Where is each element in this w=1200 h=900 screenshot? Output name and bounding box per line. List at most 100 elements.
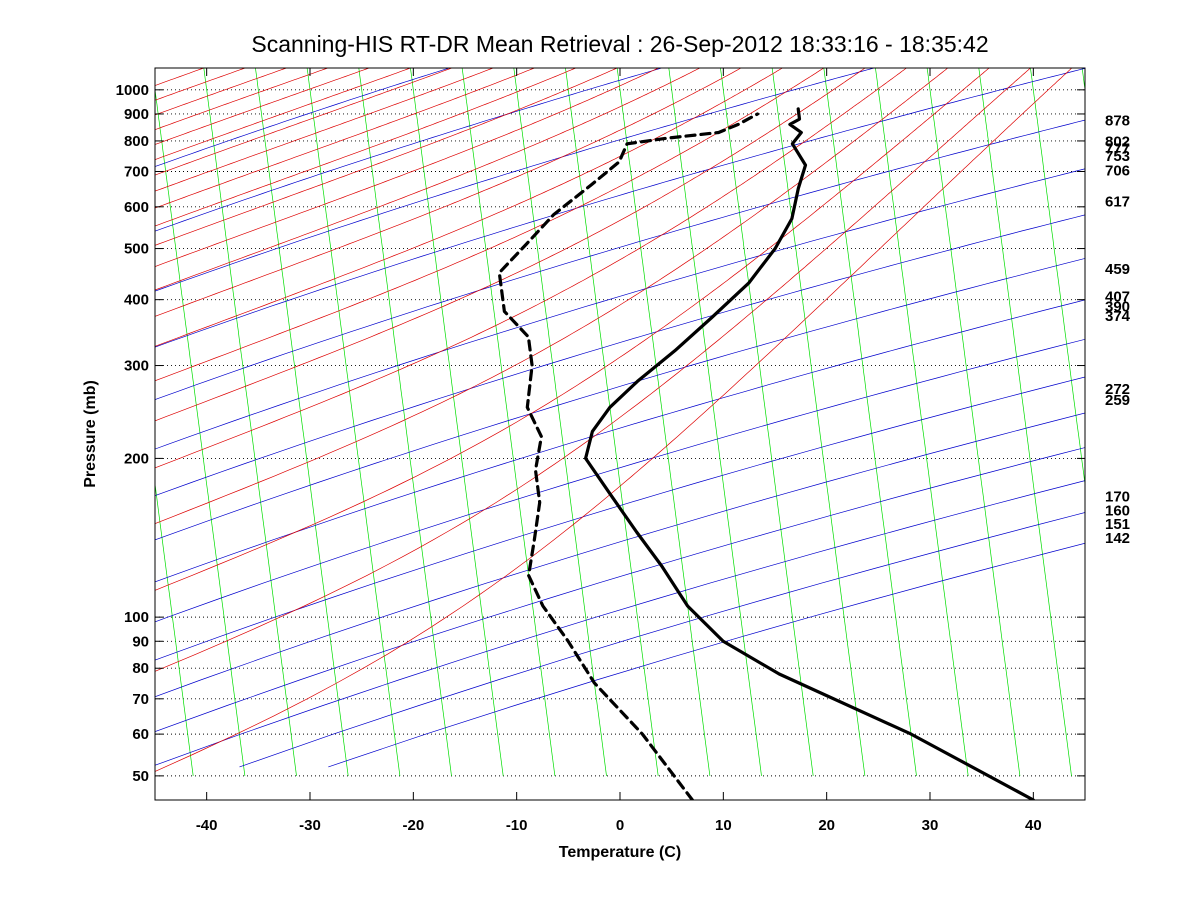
moist-adiabat-line: [155, 68, 824, 382]
right-pressure-label: 802: [1105, 133, 1130, 150]
isotherm-line: [358, 68, 452, 776]
thermo-background-lines: [155, 68, 1085, 776]
moist-adiabat-line: [155, 68, 990, 591]
isotherm-line: [155, 87, 246, 776]
moist-adiabat-line: [155, 68, 700, 291]
x-tick-label: 30: [922, 817, 939, 834]
isotherm-line: [255, 68, 349, 776]
isotherm-line: [668, 68, 762, 776]
right-pressure-label: 407: [1105, 289, 1130, 306]
y-tick-label: 600: [124, 199, 149, 216]
moist-adiabat-line: [155, 68, 907, 469]
y-tick-label: 200: [124, 450, 149, 467]
dry-adiabat-line: [155, 168, 1085, 450]
moist-adiabat-line: [155, 68, 659, 267]
moist-adiabat-line: [155, 68, 866, 422]
moist-adiabat-line: [155, 68, 1031, 672]
isotherm-line: [461, 68, 556, 776]
isotherm-line: [410, 68, 504, 776]
right-pressure-label: 459: [1105, 261, 1130, 278]
y-tick-label: 80: [132, 660, 149, 677]
moist-adiabat-line: [155, 68, 452, 176]
y-tick-label: 100: [124, 609, 149, 626]
moist-adiabat-line: [155, 68, 949, 525]
x-tick-label: -40: [196, 817, 218, 834]
right-pressure-label: 878: [1105, 113, 1130, 130]
y-tick-label: 300: [124, 358, 149, 375]
right-pressure-label: 170: [1105, 489, 1130, 506]
y-tick-label: 50: [132, 768, 149, 785]
right-pressure-label: 753: [1105, 148, 1130, 165]
moist-adiabat-line: [155, 68, 742, 317]
right-pressure-label: 617: [1105, 193, 1130, 210]
dry-adiabat-line: [155, 119, 1085, 400]
x-tick-label: 0: [616, 817, 624, 834]
x-tick-label: 20: [818, 817, 835, 834]
dry-adiabat-line: [155, 376, 1085, 661]
y-tick-label: 400: [124, 292, 149, 309]
pressure-gridlines: [155, 89, 1085, 777]
right-pressure-label: 777: [1105, 141, 1130, 158]
dry-adiabat-line: [155, 68, 875, 292]
x-tick-label: -30: [299, 817, 321, 834]
y-axis-ticks: 50 60 70 80 90 100 200 300 400 500 600 700 800 900 100…: [116, 82, 1085, 785]
chart-title: Scanning-HIS RT-DR Mean Retrieval : 26-S…: [251, 31, 988, 57]
isotherm-line: [1030, 68, 1085, 487]
dry-adiabat-line: [155, 68, 662, 232]
isotherm-line: [616, 68, 711, 776]
x-tick-label: -20: [402, 817, 424, 834]
moist-adiabat-line: [155, 68, 576, 227]
x-axis-ticks: -40 -30 -20 -10 0 10 20 30 40: [196, 68, 1042, 834]
dry-adiabat-line: [155, 258, 1085, 541]
dry-adiabat-line: [155, 68, 1085, 348]
x-tick-label: 10: [715, 817, 732, 834]
dry-adiabat-line: [155, 412, 1085, 698]
y-tick-label: 90: [132, 633, 149, 650]
right-pressure-label: 259: [1105, 392, 1130, 409]
profile-series: [497, 107, 1035, 800]
y-tick-label: 500: [124, 241, 149, 258]
y-axis-label: Pressure (mb): [82, 380, 99, 488]
moist-adiabat-line: [155, 68, 411, 160]
isotherm-line: [306, 68, 401, 776]
y-tick-label: 900: [124, 106, 149, 123]
moist-adiabat-line: [155, 68, 1073, 772]
x-tick-label: -10: [506, 817, 528, 834]
right-pressure-label: 374: [1105, 308, 1131, 325]
y-tick-label: 60: [132, 726, 149, 743]
right-pressure-label: 142: [1105, 530, 1130, 547]
temperature-profile-line: [584, 107, 1035, 800]
x-tick-label: 40: [1025, 817, 1042, 834]
right-pressure-label: 272: [1105, 381, 1130, 398]
isotherm-line: [875, 68, 969, 776]
moist-adiabat-line: [155, 68, 535, 209]
right-pressure-label: 151: [1105, 516, 1130, 533]
right-pressure-label: 706: [1105, 163, 1130, 180]
isotherm-line: [823, 68, 917, 776]
moist-adiabat-line: [155, 68, 783, 347]
x-axis-label: Temperature (C): [559, 844, 681, 861]
dry-adiabat-line: [155, 299, 1085, 583]
moist-adiabat-line: [155, 68, 370, 145]
right-pressure-label: 390: [1105, 298, 1130, 315]
moist-adiabat-line: [155, 68, 494, 192]
y-tick-label: 700: [124, 164, 149, 181]
moist-adiabat-line: [155, 68, 328, 131]
dewpoint-profile-line: [497, 112, 760, 800]
isotherm-line: [513, 68, 607, 776]
y-tick-label: 1000: [116, 82, 149, 99]
isotherm-line: [720, 68, 814, 776]
dry-adiabat-line: [155, 338, 1085, 623]
y-tick-label: 800: [124, 133, 149, 150]
moist-adiabat-line: [155, 68, 287, 116]
moist-adiabat-line: [155, 68, 618, 246]
isotherm-line: [978, 68, 1072, 776]
dry-adiabat-line: [155, 68, 450, 167]
dry-adiabat-line: [155, 214, 1085, 497]
y-tick-label: 70: [132, 691, 149, 708]
right-pressure-label: 160: [1105, 503, 1130, 520]
isotherm-line: [203, 68, 297, 776]
